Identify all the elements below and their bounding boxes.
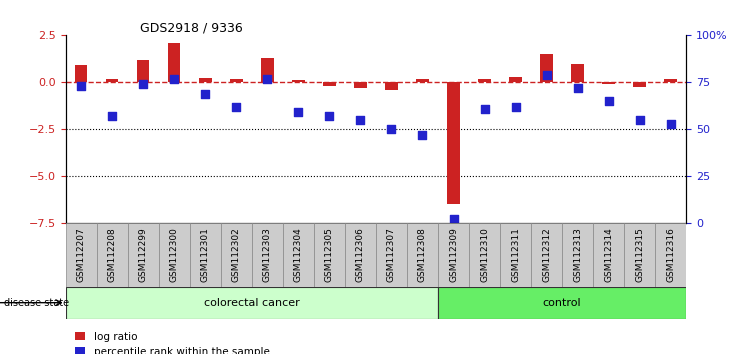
Bar	[292, 80, 304, 82]
Point	[231, 104, 242, 109]
Text: GSM112315: GSM112315	[635, 227, 644, 282]
Bar	[407, 223, 438, 287]
Bar	[96, 223, 128, 287]
Bar	[572, 63, 584, 82]
Bar	[624, 223, 655, 287]
Point	[355, 117, 366, 122]
Bar	[469, 223, 500, 287]
Text: GSM112303: GSM112303	[263, 227, 272, 282]
Bar	[438, 287, 686, 319]
Bar	[252, 223, 283, 287]
Text: GSM112208: GSM112208	[108, 228, 117, 282]
Text: GSM112308: GSM112308	[418, 227, 427, 282]
Bar	[562, 223, 593, 287]
Point	[572, 85, 583, 91]
Bar	[531, 223, 562, 287]
Bar	[75, 65, 88, 82]
Bar	[66, 223, 96, 287]
Point	[169, 76, 180, 81]
Text: GDS2918 / 9336: GDS2918 / 9336	[140, 21, 243, 34]
Text: GSM112305: GSM112305	[325, 227, 334, 282]
Point	[603, 98, 615, 104]
Bar	[510, 77, 522, 82]
Bar	[66, 287, 438, 319]
Bar	[137, 60, 150, 82]
Text: GSM112300: GSM112300	[170, 227, 179, 282]
Text: GSM112301: GSM112301	[201, 227, 210, 282]
Text: GSM112309: GSM112309	[449, 227, 458, 282]
Bar	[323, 82, 336, 86]
Bar	[106, 80, 118, 82]
Text: GSM112306: GSM112306	[356, 227, 365, 282]
Bar	[416, 80, 429, 82]
Point	[510, 104, 521, 109]
Point	[447, 216, 459, 222]
Bar	[540, 54, 553, 82]
Bar	[634, 82, 646, 87]
Point	[107, 113, 118, 119]
Point	[665, 121, 677, 126]
Point	[385, 126, 397, 132]
Text: GSM112313: GSM112313	[573, 227, 582, 282]
Bar	[261, 58, 274, 82]
Bar	[314, 223, 345, 287]
Bar	[385, 82, 398, 90]
Text: GSM112312: GSM112312	[542, 228, 551, 282]
Text: GSM112304: GSM112304	[294, 228, 303, 282]
Text: control: control	[543, 298, 581, 308]
Point	[479, 106, 491, 112]
Point	[293, 109, 304, 115]
Text: GSM112310: GSM112310	[480, 227, 489, 282]
Bar	[478, 80, 491, 82]
Point	[137, 81, 149, 87]
Bar	[500, 223, 531, 287]
Bar	[345, 223, 376, 287]
Bar	[158, 223, 190, 287]
Text: GSM112302: GSM112302	[232, 228, 241, 282]
Text: GSM112207: GSM112207	[77, 228, 85, 282]
Point	[261, 76, 273, 81]
Bar	[128, 223, 159, 287]
Legend: log ratio, percentile rank within the sample: log ratio, percentile rank within the sa…	[71, 327, 274, 354]
Text: GSM112307: GSM112307	[387, 227, 396, 282]
Bar	[593, 223, 624, 287]
Point	[634, 117, 645, 122]
Bar	[447, 82, 460, 204]
Text: GSM112299: GSM112299	[139, 228, 147, 282]
Text: GSM112311: GSM112311	[511, 227, 520, 282]
Bar	[376, 223, 407, 287]
Point	[75, 83, 87, 89]
Point	[417, 132, 429, 138]
Bar	[655, 223, 686, 287]
Bar	[354, 82, 366, 88]
Point	[199, 91, 211, 96]
Point	[323, 113, 335, 119]
Bar	[190, 223, 220, 287]
Bar	[664, 80, 677, 82]
Bar	[438, 223, 469, 287]
Text: disease state: disease state	[4, 298, 69, 308]
Text: GSM112314: GSM112314	[604, 228, 613, 282]
Bar	[220, 223, 252, 287]
Text: GSM112316: GSM112316	[666, 227, 675, 282]
Bar	[602, 82, 615, 84]
Bar	[168, 43, 180, 82]
Bar	[199, 78, 212, 82]
Bar	[283, 223, 314, 287]
Bar	[230, 80, 242, 82]
Point	[541, 72, 553, 78]
Text: colorectal cancer: colorectal cancer	[204, 298, 300, 308]
